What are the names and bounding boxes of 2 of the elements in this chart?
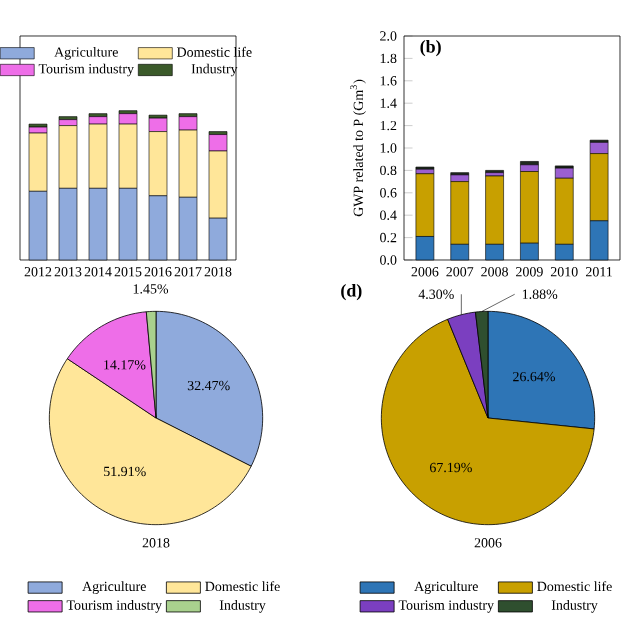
chart-title: (b) — [420, 40, 441, 57]
chart-title: (d) — [341, 284, 362, 301]
